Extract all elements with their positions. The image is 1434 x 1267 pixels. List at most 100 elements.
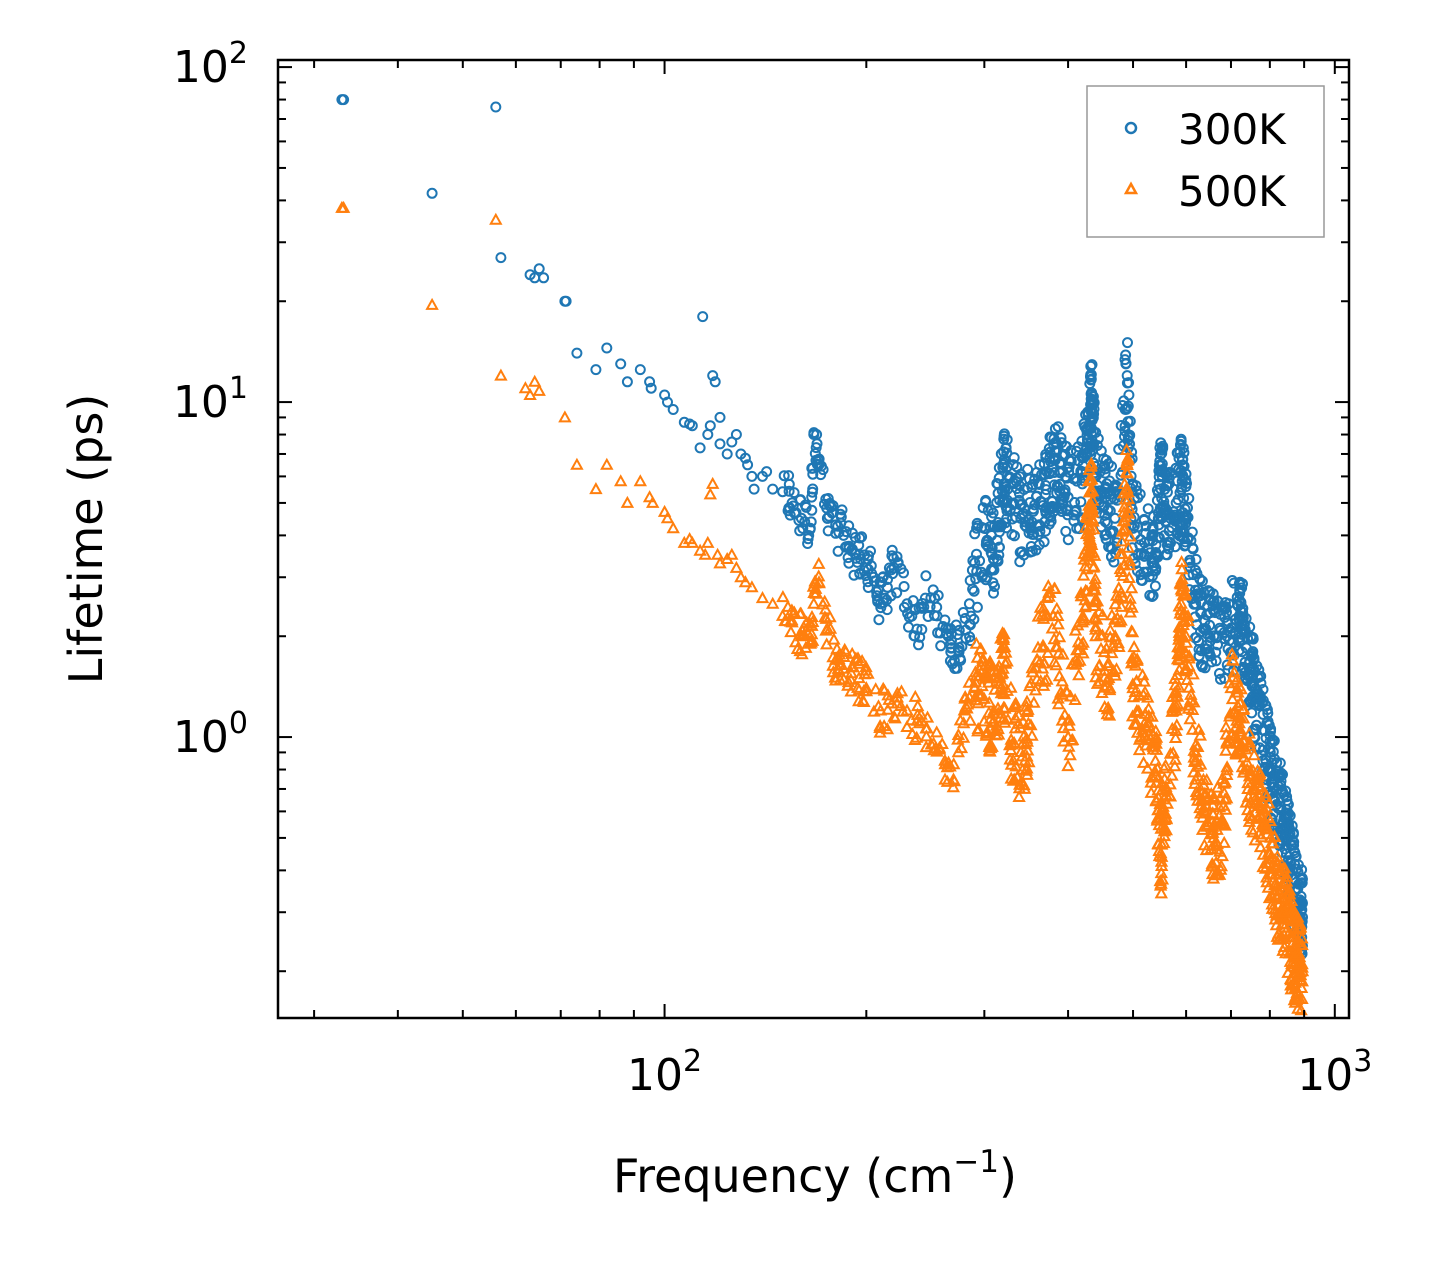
data-point-cloud (1063, 466, 1075, 478)
data-point-cloud (1009, 530, 1020, 542)
data-point-cloud (1257, 744, 1269, 756)
data-point-cloud (1009, 759, 1023, 772)
data-point-cloud (1294, 1003, 1308, 1016)
data-point (947, 757, 961, 770)
data-point-cloud (969, 668, 983, 681)
data-point-cloud (940, 774, 955, 787)
data-point-cloud (857, 694, 871, 707)
data-point (813, 459, 825, 471)
data-point-cloud (1076, 646, 1090, 659)
data-point-cloud (1087, 611, 1101, 624)
data-point-cloud (807, 468, 819, 480)
data-point-cloud (1130, 716, 1144, 729)
data-point (1159, 781, 1173, 794)
data-point (1233, 610, 1245, 622)
data-point-cloud (1277, 769, 1288, 780)
data-point-cloud (1055, 432, 1067, 444)
data-point-cloud (1142, 503, 1154, 515)
data-point (709, 376, 721, 388)
data-point (1285, 857, 1297, 869)
data-point (836, 661, 851, 674)
data-point (1061, 730, 1075, 743)
data-point (1264, 764, 1276, 775)
data-point (706, 476, 720, 489)
data-point-cloud (1141, 701, 1156, 714)
x-tick-label: 102 (627, 1044, 702, 1101)
data-point-cloud (1114, 599, 1128, 612)
data-point-cloud (1192, 591, 1204, 603)
data-point-cloud (1056, 647, 1070, 660)
data-point-cloud (1115, 547, 1129, 560)
data-point-cloud (1099, 516, 1111, 528)
data-point (881, 581, 893, 593)
data-point-cloud (920, 570, 932, 582)
data-point-cloud (1194, 574, 1206, 586)
data-point-cloud (1008, 721, 1023, 734)
data-point-cloud (1086, 484, 1100, 497)
data-point (1270, 882, 1284, 895)
data-point-cloud (1263, 814, 1277, 827)
data-point (888, 562, 900, 574)
data-point-cloud (1149, 732, 1163, 745)
data-point (807, 596, 821, 609)
data-point (775, 608, 790, 621)
data-point-cloud (1156, 444, 1168, 456)
data-point (1170, 497, 1182, 509)
data-point-cloud (1169, 699, 1183, 712)
data-point-cloud (1072, 668, 1086, 681)
data-point-cloud (996, 646, 1010, 659)
data-point-cloud (1042, 589, 1056, 602)
data-point-cloud (856, 531, 868, 543)
data-point (1075, 615, 1089, 628)
data-point-cloud (1120, 358, 1132, 370)
data-point (1121, 370, 1133, 382)
data-point-cloud (1051, 691, 1065, 704)
data-point-cloud (1168, 759, 1182, 772)
data-point-cloud (1123, 605, 1137, 618)
data-point (620, 495, 635, 508)
data-point-cloud (1178, 492, 1190, 504)
data-point-cloud (1150, 565, 1161, 577)
data-point-cloud (1063, 748, 1077, 761)
data-point-cloud (946, 780, 960, 793)
data-point-cloud (806, 614, 820, 627)
data-point-cloud (1206, 825, 1220, 838)
data-point-cloud (1137, 729, 1152, 742)
data-point-cloud (1254, 830, 1269, 843)
data-point-cloud (795, 647, 809, 660)
data-point-cloud (1210, 646, 1222, 658)
data-point-cloud (1271, 857, 1285, 870)
data-point-cloud (1218, 818, 1232, 831)
data-point-cloud (1220, 760, 1234, 773)
data-point-cloud (1165, 768, 1179, 781)
data-point-cloud (980, 539, 992, 551)
data-point-cloud (980, 496, 992, 508)
data-point-cloud (913, 639, 924, 651)
data-point-cloud (1062, 534, 1074, 546)
data-point (1100, 491, 1112, 503)
data-point (698, 547, 712, 560)
data-point (642, 490, 657, 503)
data-point (590, 364, 602, 376)
data-point-cloud (1130, 480, 1142, 492)
data-point-cloud (1253, 664, 1265, 676)
data-point (996, 661, 1010, 674)
data-point-cloud (1242, 814, 1257, 827)
data-point-cloud (1220, 763, 1234, 776)
data-point-cloud (848, 569, 860, 581)
data-point-cloud (982, 675, 996, 688)
data-point-cloud (1262, 796, 1276, 809)
data-point-cloud (1192, 584, 1204, 596)
data-point-cloud (1191, 759, 1205, 772)
data-point-cloud (1296, 877, 1308, 889)
data-point-cloud (982, 743, 997, 756)
data-point (1199, 623, 1211, 635)
data-point (1245, 663, 1257, 675)
data-point-cloud (1058, 707, 1072, 720)
data-point-cloud (1095, 608, 1110, 621)
data-point-cloud (1282, 883, 1297, 896)
legend-marker-500K (1123, 181, 1139, 195)
data-point-cloud (1016, 546, 1028, 558)
data-point (1189, 745, 1203, 758)
data-point-cloud (1031, 520, 1043, 532)
